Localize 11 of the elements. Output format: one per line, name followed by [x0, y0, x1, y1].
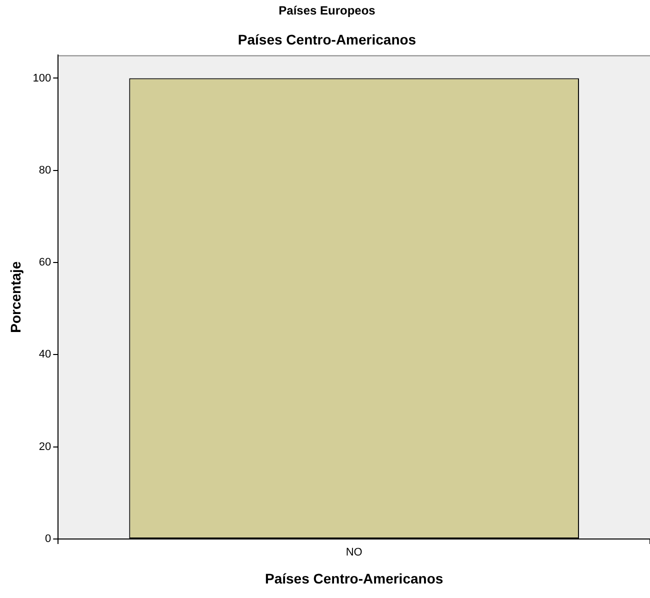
y-tick-label: 40: [38, 348, 52, 361]
x-tick-label: NO: [346, 546, 363, 559]
chart-title: Países Europeos: [278, 4, 376, 18]
y-tick-label: 20: [38, 440, 52, 453]
y-axis-title: Porcentaje: [7, 261, 24, 333]
x-axis-title: Países Centro-Americanos: [264, 570, 444, 586]
y-tick-label: 0: [45, 533, 52, 546]
y-tick-label: 80: [38, 164, 52, 176]
chart-subtitle: Países Centro-Americanos: [238, 32, 416, 48]
y-tick-label: 60: [38, 256, 52, 269]
y-tick-label: 100: [32, 72, 52, 84]
